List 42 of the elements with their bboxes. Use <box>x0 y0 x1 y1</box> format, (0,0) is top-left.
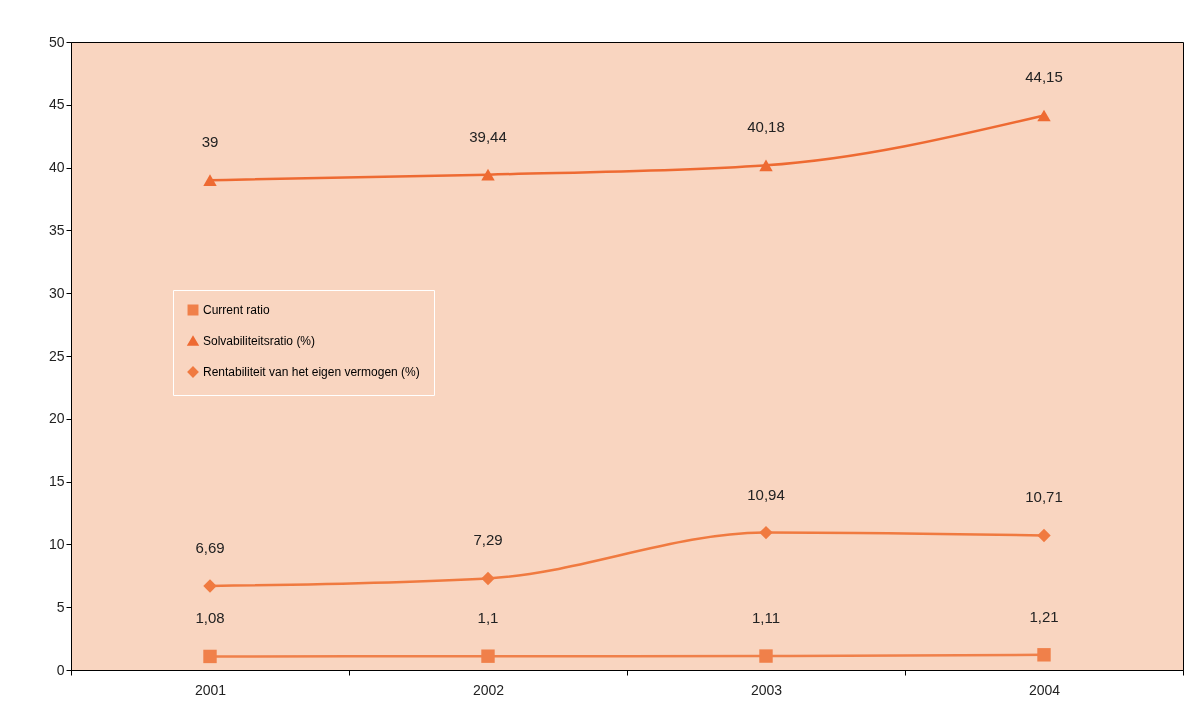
point <box>481 168 495 181</box>
data-label: 40,18 <box>747 118 785 136</box>
point <box>481 571 495 586</box>
y-tick-label: 40 <box>48 159 65 176</box>
point <box>203 174 217 186</box>
legend-label: Solvabiliteitsratio (%) <box>203 334 316 348</box>
point <box>759 525 773 540</box>
point <box>759 159 773 172</box>
data-label: 1,08 <box>195 609 225 627</box>
point <box>759 649 773 663</box>
data-label: 6,69 <box>195 538 225 556</box>
y-tick-label: 35 <box>48 221 65 238</box>
y-tick-label: 50 <box>48 33 65 50</box>
data-label: 44,15 <box>1025 68 1063 86</box>
data-label: 7,29 <box>473 531 503 549</box>
point <box>1037 648 1051 662</box>
y-tick-label: 15 <box>48 473 65 490</box>
data-label: 1,11 <box>751 609 781 627</box>
x-tick-label: 2002 <box>472 681 505 698</box>
legend-label: Rentabiliteit van het eigen vermogen (%) <box>203 365 420 379</box>
data-label: 39 <box>201 133 219 151</box>
y-tick-label: 20 <box>48 410 65 427</box>
x-tick-label: 2001 <box>194 681 227 698</box>
data-label: 10,71 <box>1025 488 1063 506</box>
x-tick-label: 2004 <box>1028 681 1061 698</box>
point <box>1037 109 1051 122</box>
y-tick-label: 30 <box>48 284 65 301</box>
point <box>481 649 495 663</box>
data-label: 1,21 <box>1029 607 1059 625</box>
point <box>203 649 217 664</box>
y-tick-label: 5 <box>56 598 65 615</box>
x-tick-label: 2003 <box>750 681 783 698</box>
y-tick-label: 0 <box>56 661 65 678</box>
y-tick-label: 10 <box>48 535 65 552</box>
data-label: 10,94 <box>747 485 785 503</box>
data-label: 1,1 <box>477 609 499 627</box>
data-label: 39,44 <box>469 127 507 145</box>
point <box>203 579 217 593</box>
y-tick-label: 25 <box>48 347 65 364</box>
y-tick-label: 45 <box>48 96 65 113</box>
point <box>1037 528 1051 543</box>
legend-label: Current ratio <box>203 303 271 317</box>
